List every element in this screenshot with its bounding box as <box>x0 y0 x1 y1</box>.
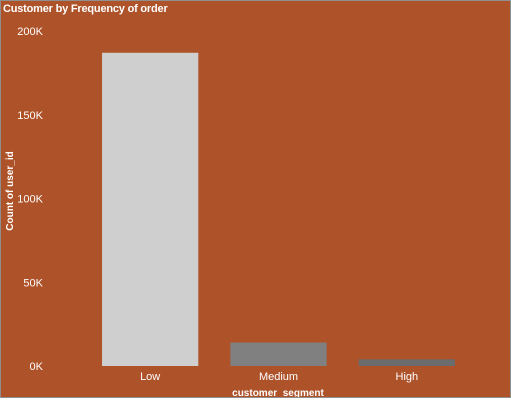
y-tick-label: 0K <box>30 361 44 373</box>
bars <box>102 53 455 366</box>
bar-low[interactable] <box>102 53 198 366</box>
y-tick-label: 150K <box>17 110 43 122</box>
y-axis: 0K 50K 100K 150K 200K <box>17 26 43 373</box>
y-axis-title: Count of user_id <box>5 151 16 230</box>
x-axis: Low Medium High <box>140 371 418 383</box>
bar-high[interactable] <box>359 359 455 366</box>
y-tick-label: 100K <box>17 194 43 206</box>
x-tick-label-medium: Medium <box>259 371 298 383</box>
y-tick-label: 50K <box>23 277 43 289</box>
x-tick-label-high: High <box>396 371 419 383</box>
bar-medium[interactable] <box>230 343 326 366</box>
x-axis-title: customer_segment <box>232 388 324 397</box>
y-tick-label: 200K <box>17 26 43 38</box>
x-tick-label-low: Low <box>140 371 160 383</box>
